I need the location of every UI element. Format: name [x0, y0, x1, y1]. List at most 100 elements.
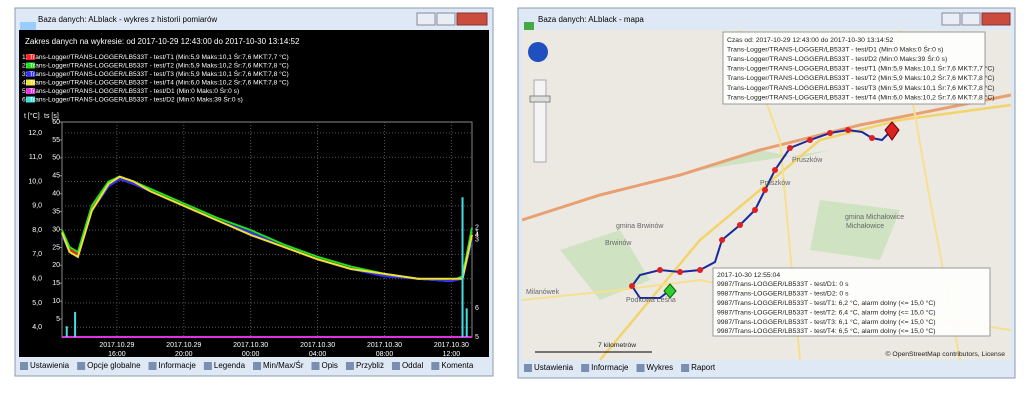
- toolbar-button[interactable]: Oddal: [402, 361, 424, 370]
- road: [599, 103, 1012, 361]
- route-point[interactable]: [719, 237, 725, 243]
- button-icon: [77, 362, 86, 370]
- legend-swatch: [26, 88, 35, 94]
- box-line: 9987/Trans-LOGGER/LB533T - test/T3: 6,1 …: [717, 318, 936, 326]
- place-label: Podkowa Leśna: [626, 297, 676, 304]
- legend-entry: 4: Trans-Logger/TRANS-LOGGER/LB533T - te…: [22, 77, 289, 86]
- legend-swatch: [26, 54, 35, 60]
- toolbar-button[interactable]: Wykres: [647, 363, 674, 372]
- scale-label: 7 kilometrów: [598, 342, 636, 349]
- button-icon: [524, 364, 532, 372]
- x-tick-label: 04:00: [309, 351, 327, 358]
- button-icon: [345, 362, 354, 370]
- place-label: gmina Michałowice: [845, 214, 904, 221]
- y2-tick-label: 25: [52, 244, 60, 251]
- minimize[interactable]: [416, 12, 436, 26]
- toolbar-button[interactable]: Opis: [321, 361, 337, 370]
- route-point[interactable]: [657, 267, 663, 273]
- pan-control[interactable]: [528, 42, 548, 62]
- attribution: © OpenStreetMap contributors, License: [886, 350, 1006, 358]
- route-point[interactable]: [787, 145, 793, 151]
- toolbar-button[interactable]: Ustawienia: [534, 363, 574, 372]
- route-point[interactable]: [807, 137, 813, 143]
- route: [630, 128, 891, 299]
- x-tick-label: 2017.10.30: [434, 342, 469, 349]
- route-point[interactable]: [869, 135, 875, 141]
- box-line: Trans-Logger/TRANS-LOGGER/LB533T - test/…: [727, 44, 943, 53]
- y-tick-label: 11,0: [29, 154, 42, 161]
- end-marker[interactable]: [884, 121, 900, 141]
- box-line: Trans-Logger/TRANS-LOGGER/LB533T - test/…: [727, 92, 995, 101]
- x-tick-label: 2017.10.30: [367, 342, 402, 349]
- y2-tick-label: 60: [52, 119, 60, 126]
- toolbar-button[interactable]: Ustawienia: [30, 361, 70, 370]
- route-point[interactable]: [737, 222, 743, 228]
- legend-entry: 3: Trans-Logger/TRANS-LOGGER/LB533T - te…: [22, 69, 289, 78]
- route-point[interactable]: [762, 187, 768, 193]
- series-tag: 5: [475, 334, 479, 341]
- toolbar-button[interactable]: Opcje globalne: [87, 361, 141, 370]
- legend-swatch: [26, 79, 35, 86]
- legend-entry: 5: Trans-Logger/TRANS-LOGGER/LB533T - te…: [22, 86, 239, 95]
- toolbar-button[interactable]: Informacje: [159, 361, 197, 370]
- icon: [524, 22, 534, 30]
- box-header: Czas od: 2017-10-29 12:43:00 do 2017-10-…: [727, 37, 893, 44]
- route-point[interactable]: [772, 167, 778, 173]
- toolbar-button[interactable]: Przybliż: [356, 361, 384, 370]
- x-tick-label: 08:00: [376, 351, 394, 358]
- y2-tick-label: 55: [52, 137, 60, 144]
- route-point[interactable]: [677, 269, 683, 275]
- road: [521, 93, 1012, 222]
- legend-entry: 6: Trans-Logger/TRANS-LOGGER/LB533T - te…: [22, 94, 243, 103]
- y2-tick-label: 20: [52, 262, 60, 269]
- series-tag: 2: [475, 225, 479, 232]
- green-area: [560, 150, 900, 300]
- zoom-handle[interactable]: [529, 95, 551, 103]
- box-line: 9987/Trans-LOGGER/LB533T - test/D1: 0 s: [717, 281, 849, 288]
- toolbar-button[interactable]: Komenta: [441, 361, 474, 370]
- x-tick-label: 16:00: [108, 351, 126, 358]
- close[interactable]: [981, 12, 1011, 26]
- maximize[interactable]: [961, 12, 981, 26]
- legend-swatch: [26, 62, 35, 69]
- route-point[interactable]: [827, 130, 833, 136]
- y2-axis-title: ts [s]: [44, 113, 59, 120]
- y-tick-label: 6,0: [32, 276, 42, 283]
- place-label: Brwinów: [605, 240, 632, 247]
- route-points: [629, 127, 875, 289]
- toolbar-button[interactable]: Min/Max/Śr: [263, 361, 304, 370]
- y-tick-label: 5,0: [32, 300, 42, 307]
- series-tag: 3: [475, 237, 479, 244]
- toolbar-button[interactable]: Legenda: [214, 361, 246, 370]
- y-tick-label: 8,0: [32, 227, 42, 234]
- y-tick-label: 9,0: [32, 203, 42, 210]
- toolbar-button[interactable]: Raport: [691, 363, 716, 372]
- y-tick-label: 7,0: [32, 251, 42, 258]
- box-line: 9987/Trans-LOGGER/LB533T - test/T1: 6,2 …: [717, 299, 936, 307]
- maximize[interactable]: [436, 12, 456, 26]
- place-label: gmina Brwinów: [616, 223, 664, 230]
- start-marker[interactable]: [663, 283, 677, 299]
- box-header: 2017-10-30 12:55:04: [717, 272, 780, 279]
- route-point[interactable]: [752, 207, 758, 213]
- x-tick-label: 00:00: [242, 351, 260, 358]
- route-point[interactable]: [845, 127, 851, 133]
- box-line: Trans-Logger/TRANS-LOGGER/LB533T - test/…: [727, 64, 995, 73]
- icon: [20, 22, 36, 30]
- minimize[interactable]: [941, 12, 961, 26]
- place-label: Michałowice: [846, 223, 884, 230]
- window-title: Baza danych: ALblack - mapa: [538, 15, 644, 24]
- series-tag: 6: [475, 305, 479, 312]
- zoom-slider[interactable]: [533, 79, 547, 163]
- route-point[interactable]: [629, 283, 635, 289]
- y-tick-label: 10,0: [28, 178, 42, 185]
- close[interactable]: [456, 12, 488, 26]
- route-point[interactable]: [697, 267, 703, 273]
- toolbar-button[interactable]: Informacje: [591, 363, 629, 372]
- button-icon: [431, 362, 440, 370]
- legend-swatch: [26, 71, 35, 77]
- x-tick-label: 2017.10.30: [300, 342, 335, 349]
- x-tick-label: 2017.10.29: [166, 342, 201, 349]
- x-tick-label: 12:00: [443, 351, 461, 358]
